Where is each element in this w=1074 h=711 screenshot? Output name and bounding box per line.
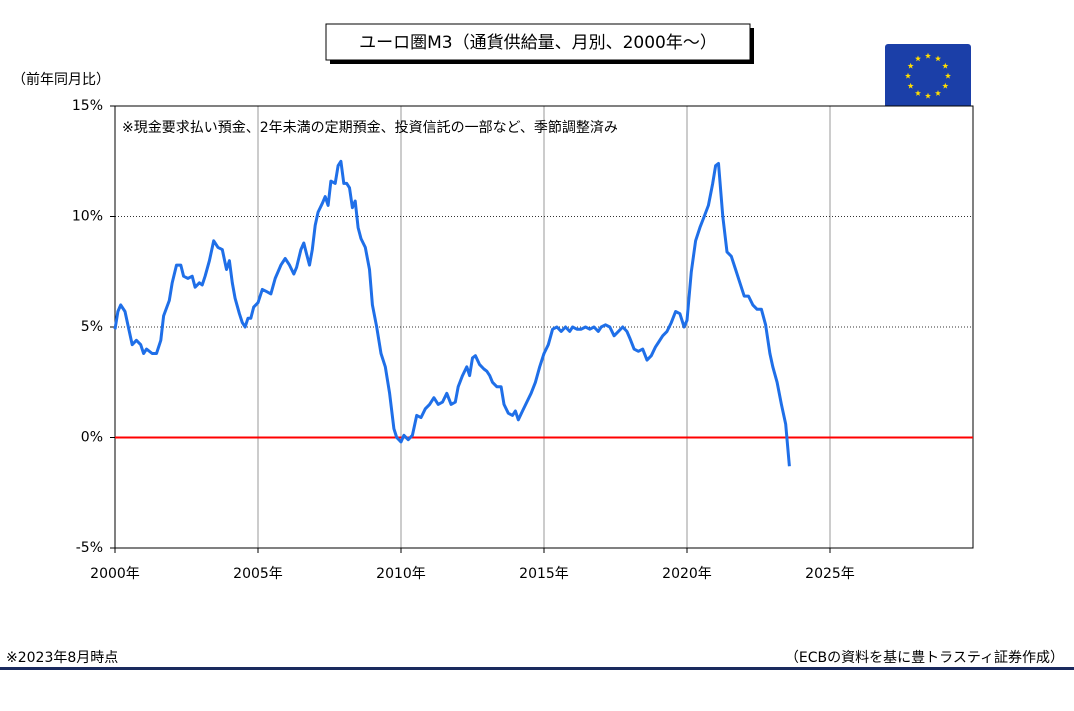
flag-star bbox=[905, 72, 911, 79]
y-tick-label: -5% bbox=[76, 540, 103, 556]
flag-star bbox=[935, 90, 941, 96]
x-tick-label: 2015年 bbox=[519, 566, 569, 582]
flag-star bbox=[935, 55, 941, 62]
title-box bbox=[325, 23, 751, 61]
flag-star bbox=[925, 92, 931, 99]
footer-rule bbox=[0, 667, 1074, 670]
y-tick-label: 15% bbox=[72, 98, 103, 114]
y-tick-label: 0% bbox=[81, 430, 103, 446]
flag-star bbox=[915, 90, 921, 96]
footnote: ※2023年8月時点 bbox=[6, 650, 118, 666]
data-line bbox=[113, 159, 791, 467]
flag-star bbox=[907, 62, 914, 69]
flag-star bbox=[942, 82, 949, 89]
annotation: ※現金要求払い預金、2年未満の定期預金、投資信託の一部など、季節調整済み bbox=[122, 119, 618, 136]
y-tick-label: 10% bbox=[72, 209, 103, 225]
flag-star bbox=[907, 82, 914, 89]
x-tick-label: 2025年 bbox=[805, 566, 855, 582]
x-tick-label: 2010年 bbox=[376, 566, 426, 582]
flag-star bbox=[945, 72, 951, 79]
chart-title: ユーロ圏M3（通貨供給量、月別、2000年〜） bbox=[359, 33, 717, 53]
x-tick-label: 2000年 bbox=[90, 566, 140, 582]
y-axis-label: （前年同月比） bbox=[12, 71, 110, 88]
source: （ECBの資料を基に豊トラスティ証券作成） bbox=[785, 649, 1064, 666]
flag-star bbox=[942, 62, 949, 69]
flag-star bbox=[925, 52, 931, 59]
y-tick-label: 5% bbox=[81, 319, 103, 335]
x-tick-label: 2020年 bbox=[662, 566, 712, 582]
flag-star bbox=[915, 55, 921, 62]
x-tick-label: 2005年 bbox=[233, 566, 283, 582]
